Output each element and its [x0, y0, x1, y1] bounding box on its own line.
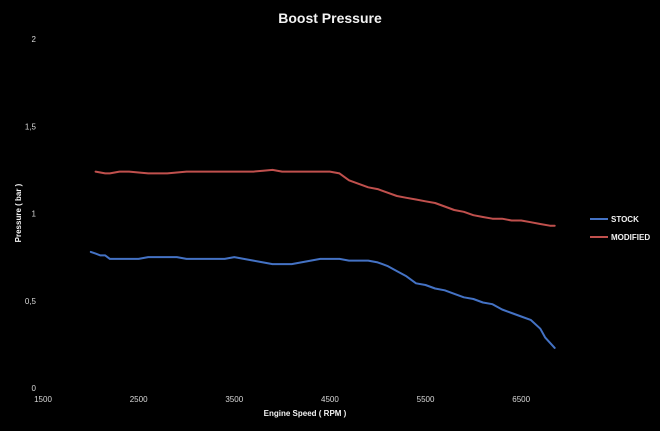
- y-tick-label: 0,5: [25, 297, 37, 306]
- x-tick-label: 4500: [321, 395, 339, 404]
- y-tick-label: 1: [32, 210, 37, 219]
- y-tick-label: 2: [32, 35, 37, 44]
- y-tick-label: 0: [32, 384, 37, 393]
- x-tick-label: 2500: [130, 395, 148, 404]
- x-tick-label: 5500: [417, 395, 435, 404]
- series-lines: [89, 168, 556, 349]
- x-tick-label: 3500: [225, 395, 243, 404]
- x-tick-label: 1500: [34, 395, 52, 404]
- legend-label-stock: STOCK: [611, 215, 639, 224]
- chart-title: Boost Pressure: [278, 10, 382, 26]
- x-tick-label: 6500: [512, 395, 530, 404]
- series-line-modified: [94, 168, 556, 227]
- x-axis-ticks: 1500 2500 3500 4500 5500 6500: [34, 395, 531, 404]
- legend-label-modified: MODIFIED: [611, 233, 650, 242]
- x-axis-title: Engine Speed ( RPM ): [264, 409, 347, 418]
- legend: STOCK MODIFIED: [590, 215, 650, 242]
- y-tick-label: 1,5: [25, 122, 37, 131]
- y-axis-ticks: 0 0,5 1 1,5 2: [25, 35, 37, 393]
- series-line-stock: [89, 250, 556, 349]
- y-axis-title: Pressure ( bar ): [14, 183, 23, 242]
